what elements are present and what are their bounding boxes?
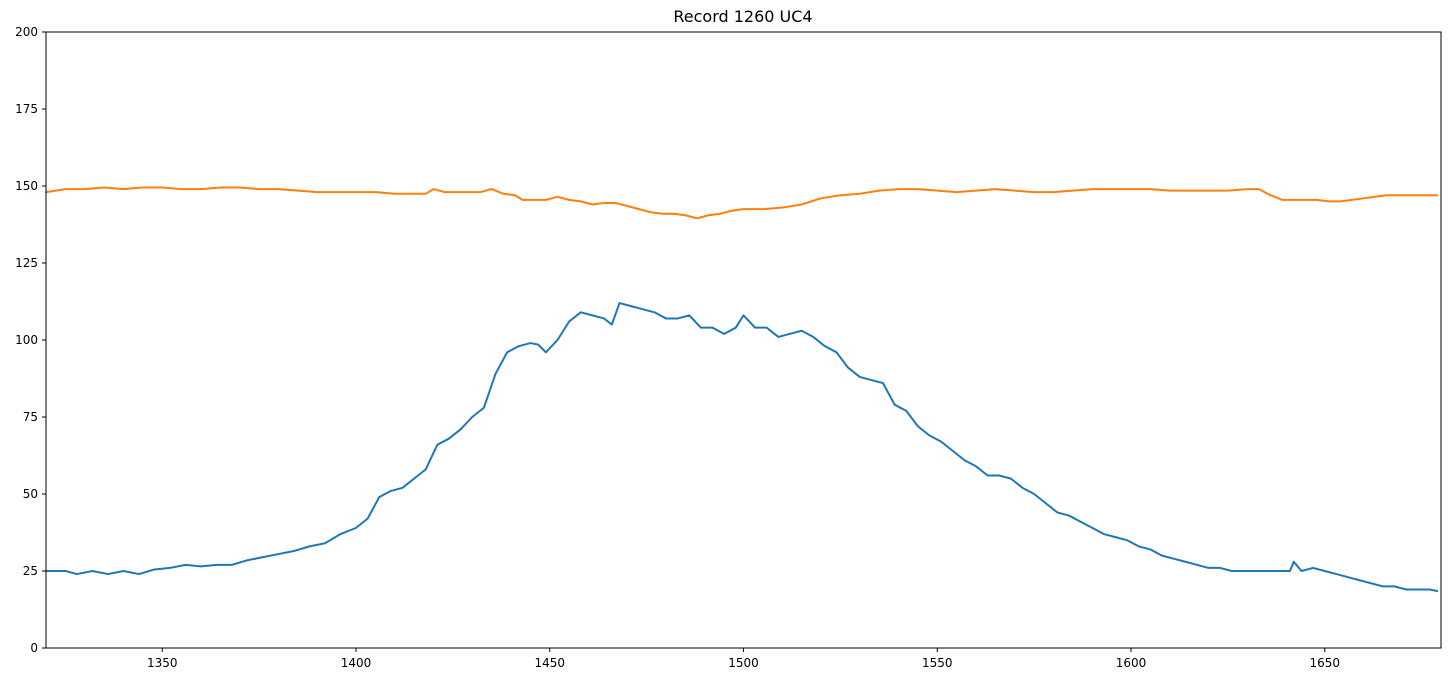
y-axis-ticks: 0 25 50 75 100 125 150 175 200 — [15, 25, 46, 655]
y-tick-label: 50 — [23, 487, 38, 501]
series-line-2 — [45, 186, 1439, 220]
y-tick-label: 0 — [30, 641, 38, 655]
x-tick-label: 1600 — [1116, 656, 1147, 670]
x-tick-label: 1650 — [1309, 656, 1340, 670]
y-tick-label: 175 — [15, 102, 38, 116]
series-layer — [45, 186, 1439, 593]
chart-title: Record 1260 UC4 — [673, 7, 812, 26]
x-tick-label: 1400 — [341, 656, 372, 670]
y-tick-label: 125 — [15, 256, 38, 270]
y-tick-label: 75 — [23, 410, 38, 424]
x-tick-label: 1500 — [728, 656, 759, 670]
y-tick-label: 100 — [15, 333, 38, 347]
series-line-1 — [45, 302, 1439, 593]
x-tick-label: 1450 — [534, 656, 565, 670]
y-tick-label: 25 — [23, 564, 38, 578]
x-tick-label: 1350 — [147, 656, 178, 670]
x-tick-label: 1550 — [922, 656, 953, 670]
x-axis-ticks: 1350 1400 1450 1500 1550 1600 1650 — [147, 648, 1340, 670]
y-tick-label: 200 — [15, 25, 38, 39]
plot-area-frame — [45, 31, 1442, 649]
y-tick-label: 150 — [15, 179, 38, 193]
